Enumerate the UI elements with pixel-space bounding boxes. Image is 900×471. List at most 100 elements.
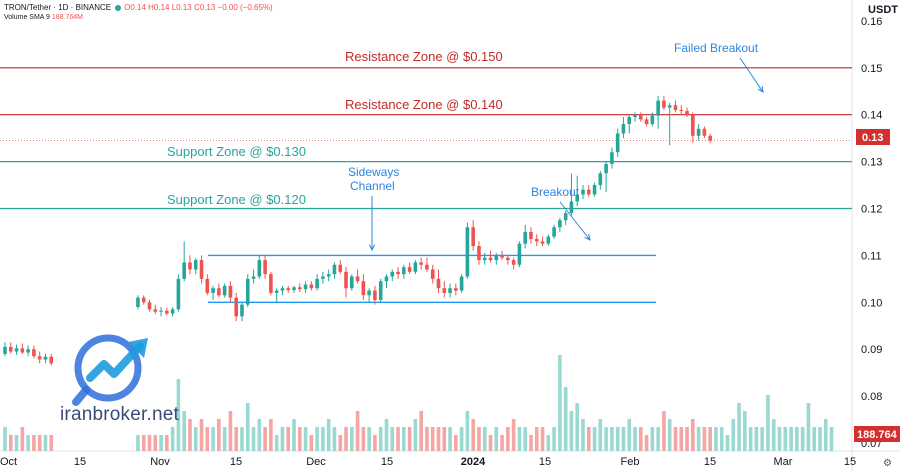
volume-bar [679,427,684,451]
volume-bar [667,419,672,451]
volume-bar [407,427,412,451]
x-tick-label: Nov [150,456,170,468]
candle-body [523,231,527,244]
volume-bar [586,427,591,451]
candle-body [604,163,608,174]
volume-bar [188,419,192,451]
volume-bar [199,419,204,451]
candle-body [644,119,649,125]
x-tick-label: Feb [621,456,640,468]
volume-bar [581,419,585,451]
candle-body [402,267,406,275]
candle-body [338,264,343,272]
candle-body [228,285,233,298]
volume-bar [37,435,42,451]
volume-bar [3,427,7,451]
candle-body [251,276,256,279]
candle-body [506,257,510,261]
failed-breakout-arrow-head [757,85,764,93]
candle-body [396,271,400,275]
volume-bar [153,435,158,451]
volume-bar [43,435,48,451]
candle-body [511,260,516,265]
volume-bar [286,427,291,451]
candle-body [419,262,423,265]
support-120-label: Support Zone @ $0.120 [167,192,306,207]
volume-bar [529,435,533,451]
volume-bar [494,427,499,451]
volume-bar [361,427,366,451]
volume-bar [621,427,626,451]
candle-body [193,260,198,270]
candle-body [477,246,481,261]
y-tick-label: 0.13 [861,157,882,169]
volume-bar [303,427,308,451]
failed-breakout-label: Failed Breakout [674,41,759,55]
support-130-label: Support Zone @ $0.130 [167,144,306,159]
currency-label[interactable]: USDT [868,4,898,16]
indicator-legend[interactable]: Volume SMA 9 188.764M [4,14,83,21]
candle-body [384,276,389,282]
volume-bar [205,427,210,451]
volume-bar [182,411,186,451]
candle-body [546,236,551,244]
candle-body [326,274,331,277]
breakout-arrow-head [584,234,591,241]
volume-bar [136,435,140,451]
volume-bar [546,435,551,451]
y-tick-label: 0.14 [861,110,882,122]
candle-body [292,287,296,291]
volume-bar [592,427,597,451]
last-price-badge [856,129,890,145]
volume-bar [274,435,279,451]
volume-bar [771,419,776,451]
candle-body [159,310,163,312]
volume-bar [482,427,487,451]
volume-bar [338,435,343,451]
volume-bar [477,427,481,451]
volume-bar [575,403,580,451]
y-tick-label: 0.11 [861,250,882,262]
volume-bar [413,419,418,451]
channel-label: Channel [350,179,395,193]
candle-body [563,213,568,221]
volume-bar [714,427,718,451]
candle-body [315,278,319,289]
candle-body [199,260,204,279]
settings-gear-icon[interactable]: ⚙ [883,458,892,469]
volume-bar [604,427,608,451]
candle-body [373,290,377,300]
volume-bar [534,427,539,451]
breakout-arrow [559,201,591,241]
volume-bar [598,419,603,451]
volume-bar [170,427,175,451]
candle-body [586,189,591,195]
volume-bar [471,419,475,451]
volume-bar [650,427,655,451]
candle-body [136,297,140,307]
candle-body [43,356,48,360]
volume-bar [754,427,759,451]
volume-bar [436,427,441,451]
symbol-title[interactable]: TRON/Tether · 1D · BINANCE [4,3,112,12]
candle-body [217,288,221,296]
candle-body [702,128,707,136]
candle-body [592,185,597,195]
candle-body [303,284,308,290]
candle-body [245,278,250,305]
y-tick-label: 0.12 [861,204,882,216]
volume-bar [26,435,30,451]
volume-bar [234,427,238,451]
candle-body [147,302,152,310]
candle-body [350,276,354,289]
candle-body [205,278,210,293]
volume-bar [251,427,256,451]
volume-bar [141,435,146,451]
volume-bar [8,435,13,451]
last-price-text: 0.13 [862,132,883,144]
candle-body [708,135,712,141]
volume-bar [795,427,799,451]
candle-body [257,260,262,277]
volume-bar [552,427,556,451]
